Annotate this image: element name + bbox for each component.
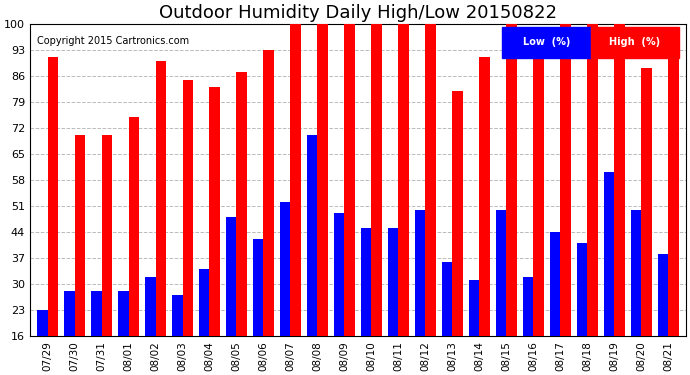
Bar [237,72,247,336]
Bar [48,57,58,336]
Bar [280,202,290,336]
Bar [101,135,112,336]
Text: High  (%): High (%) [609,38,660,48]
Bar [226,217,237,336]
Bar [210,87,219,336]
Bar [64,291,75,336]
Bar [253,239,264,336]
Bar [415,210,426,336]
Bar [523,277,533,336]
Bar [641,68,651,336]
Bar [506,24,517,336]
Bar [658,254,669,336]
Bar [264,50,274,336]
Bar [388,228,398,336]
FancyBboxPatch shape [591,27,679,58]
Bar [91,291,101,336]
Bar [128,117,139,336]
Bar [426,24,435,336]
Bar [334,213,344,336]
Bar [155,61,166,336]
Bar [361,228,371,336]
Bar [614,24,624,336]
Bar [307,135,317,336]
Bar [480,57,490,336]
Bar [344,24,355,336]
Bar [317,24,328,336]
Bar [550,232,560,336]
Bar [587,24,598,336]
Bar [469,280,480,336]
Bar [118,291,128,336]
Text: Low  (%): Low (%) [523,38,570,48]
Bar [442,262,453,336]
Bar [146,277,155,336]
Bar [577,243,587,336]
Bar [290,24,301,336]
Bar [453,91,462,336]
FancyBboxPatch shape [502,27,591,58]
Bar [669,50,678,336]
Text: Copyright 2015 Cartronics.com: Copyright 2015 Cartronics.com [37,36,188,46]
Bar [199,269,210,336]
Bar [560,24,571,336]
Title: Outdoor Humidity Daily High/Low 20150822: Outdoor Humidity Daily High/Low 20150822 [159,4,557,22]
Bar [533,35,544,336]
Bar [172,295,183,336]
Bar [604,172,614,336]
Bar [631,210,641,336]
Bar [75,135,85,336]
Bar [183,80,193,336]
Bar [496,210,506,336]
Bar [371,24,382,336]
Bar [398,24,408,336]
Bar [37,310,48,336]
